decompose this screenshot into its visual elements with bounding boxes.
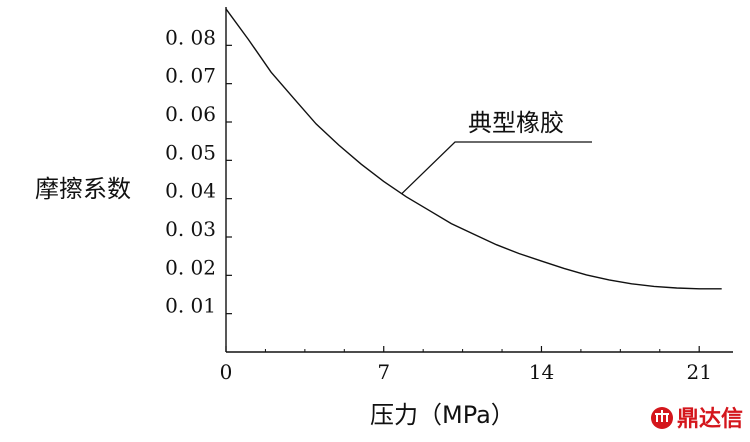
annotation-label: 典型橡胶	[468, 109, 564, 137]
x-tick-labels: 0 7 14 21	[220, 360, 712, 384]
x-tick-label: 21	[686, 360, 711, 384]
x-tick-label: 7	[377, 360, 390, 384]
watermark-logo-icon	[651, 407, 673, 429]
series-line	[225, 8, 722, 290]
y-tick-label: 0. 03	[165, 217, 216, 241]
x-tick-label: 14	[529, 360, 554, 384]
y-tick-label: 0. 02	[165, 255, 216, 279]
watermark: 鼎达信	[651, 406, 743, 432]
watermark-text: 鼎达信	[677, 406, 743, 432]
x-axis-title: 压力（MPa）	[370, 401, 515, 429]
y-ticks	[226, 44, 232, 315]
x-ticks	[225, 346, 700, 352]
y-tick-label: 0. 06	[165, 102, 216, 126]
x-tick-label: 0	[220, 360, 233, 384]
series-layer	[225, 8, 722, 290]
y-tick-labels: 0. 01 0. 02 0. 03 0. 04 0. 05 0. 06 0. 07 0. 08	[165, 25, 216, 317]
y-tick-label: 0. 07	[165, 64, 216, 88]
y-tick-label: 0. 05	[165, 140, 216, 164]
annotation: 典型橡胶	[401, 109, 592, 195]
y-axis-title: 摩擦系数	[35, 175, 131, 203]
y-tick-label: 0. 08	[165, 25, 216, 49]
annotation-leader	[401, 141, 592, 195]
y-tick-label: 0. 01	[165, 294, 216, 318]
y-tick-label: 0. 04	[165, 179, 216, 203]
